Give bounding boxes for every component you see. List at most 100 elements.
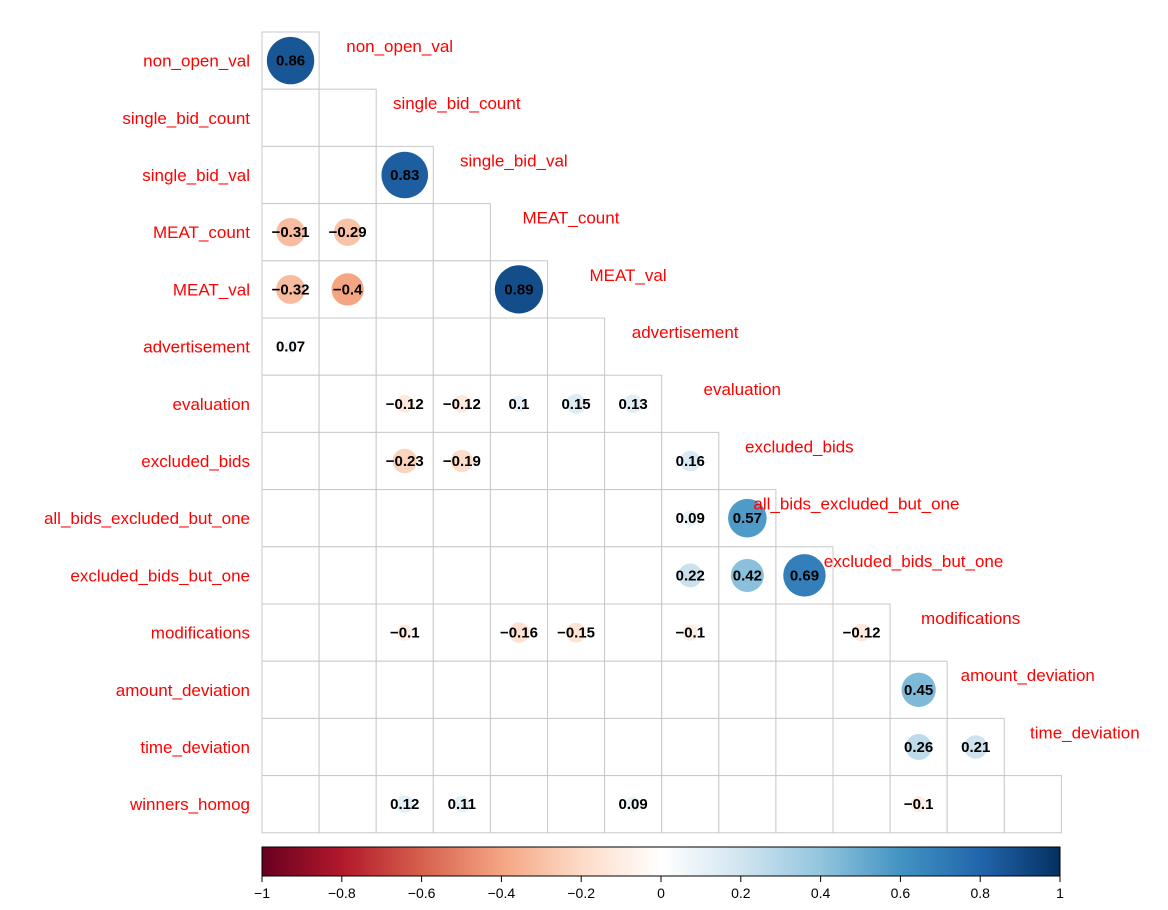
grid-cell [432,603,491,662]
grid-cell [318,145,377,205]
grid-cell [318,717,377,777]
correlation-value: −0.4 [333,281,363,298]
grid-cell [432,660,491,719]
column-label: modifications [921,609,1020,628]
grid-cell [432,717,491,777]
correlation-circle [680,450,701,472]
grid-cell [261,775,320,834]
color-legend-tick-label: 0.6 [891,885,911,901]
grid-cell [775,660,834,719]
grid-cell [547,775,606,834]
row-label: advertisement [143,338,250,357]
grid-cell [261,145,320,205]
row-label: single_bid_val [142,166,250,185]
color-legend-tick-label: −0.2 [567,885,595,901]
row-label: amount_deviation [116,681,250,700]
correlation-circle [682,510,698,526]
grid-cell [318,374,377,433]
grid-cell [489,431,548,491]
correlation-value: 0.09 [619,796,648,813]
correlation-circle [396,624,413,641]
grid-cell [775,603,834,662]
correlation-circle [450,449,473,473]
row-label: single_bid_count [122,109,250,128]
correlation-value: 0.69 [790,567,819,584]
correlation-circle [494,265,544,314]
grid-cell [432,203,491,262]
correlation-value: −0.23 [386,453,424,470]
correlation-circle [276,217,305,247]
correlation-value: 0.26 [904,739,933,756]
grid-cell [604,431,663,491]
correlation-circle [682,624,699,641]
grid-cell [489,489,548,548]
grid-cell [318,775,377,834]
correlation-circle [331,273,364,306]
grid-cell [547,660,606,719]
grid-cell [489,775,548,834]
grid-cell [318,489,377,548]
grid-cell [1003,775,1062,834]
grid-cell [718,775,777,834]
grid-cell [318,546,377,605]
correlation-value: 0.22 [676,567,705,584]
grid-cell [775,717,834,777]
grid-cell [261,717,320,777]
correlation-value: 0.57 [733,510,762,527]
correlation-value: 0.15 [561,396,590,413]
grid-cell [432,546,491,605]
grid-cell [832,660,891,719]
grid-cell [547,546,606,605]
correlation-circle [625,796,641,812]
correlation-value: −0.29 [329,224,367,241]
grid-cell [261,317,320,376]
correlation-value: −0.12 [386,396,424,413]
correlation-circle [452,394,471,413]
correlation-value: 0.42 [733,567,762,584]
grid-cell [489,717,548,777]
correlation-value: −0.1 [675,625,705,642]
correlation-circle [728,498,767,538]
column-label: time_deviation [1030,723,1140,742]
grid-cell [946,775,1005,834]
grid-cell [318,603,377,662]
grid-cell [375,603,434,662]
color-legend-tick-label: 0.8 [970,885,990,901]
grid-cell [432,260,491,319]
correlation-value: 0.13 [619,396,648,413]
grid-cell [261,374,320,433]
row-label: all_bids_excluded_but_one [44,509,250,528]
correlation-circle [283,339,298,354]
color-legend-tick-label: −0.4 [488,885,516,901]
color-legend-tick-label: 0 [657,885,665,901]
grid-cell [489,546,548,605]
grid-cell [318,88,377,147]
value-layer: 0.86 0.83 −0.31 −0.29 −0.32 −0.4 0.89 0.07 −0.12… [272,53,991,814]
correlation-circle [623,394,643,414]
correlation-value: −0.31 [272,224,310,241]
column-label: amount_deviation [961,666,1095,685]
correlation-circle [266,36,315,85]
grid-cell [718,603,777,662]
grid-cell [375,203,434,262]
grid-cell [318,431,377,491]
color-legend-ticks: −1 −0.8 −0.6 −0.4 −0.2 0 0.2 0.4 0.6 0.8 1 [254,876,1064,901]
grid-cell [547,489,606,548]
grid-cell [375,431,434,491]
grid-cell [775,775,834,834]
grid-cell [604,660,663,719]
correlation-value: −0.12 [443,396,481,413]
correlation-circle [381,151,429,199]
row-label: non_open_val [143,52,250,71]
grid-cell [718,717,777,777]
color-legend-tick-label: −0.8 [328,885,356,901]
circle-layer [266,36,988,814]
correlation-value: 0.09 [676,510,705,527]
grid-cell [261,603,320,662]
grid-cell [547,431,606,491]
correlation-value: 0.1 [509,396,530,413]
column-label: non_open_val [346,37,453,56]
grid-cell [547,717,606,777]
correlation-circle [508,622,530,643]
grid-cell [261,660,320,719]
